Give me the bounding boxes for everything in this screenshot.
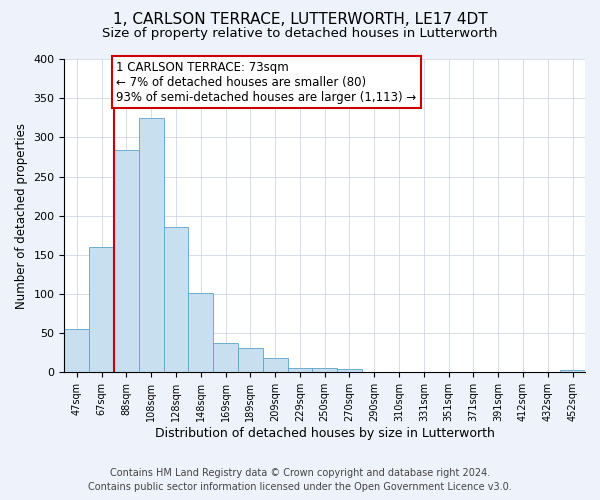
Bar bbox=[287, 368, 313, 372]
Bar bbox=[213, 344, 238, 372]
Bar bbox=[560, 370, 585, 372]
Text: Size of property relative to detached houses in Lutterworth: Size of property relative to detached ho… bbox=[102, 28, 498, 40]
X-axis label: Distribution of detached houses by size in Lutterworth: Distribution of detached houses by size … bbox=[155, 427, 494, 440]
Bar bbox=[238, 348, 263, 372]
Bar bbox=[313, 368, 337, 372]
Y-axis label: Number of detached properties: Number of detached properties bbox=[15, 122, 28, 308]
Bar bbox=[337, 369, 362, 372]
Bar bbox=[64, 330, 89, 372]
Bar bbox=[188, 293, 213, 372]
Bar bbox=[114, 150, 139, 372]
Text: 1, CARLSON TERRACE, LUTTERWORTH, LE17 4DT: 1, CARLSON TERRACE, LUTTERWORTH, LE17 4D… bbox=[113, 12, 487, 28]
Bar bbox=[139, 118, 164, 372]
Text: 1 CARLSON TERRACE: 73sqm
← 7% of detached houses are smaller (80)
93% of semi-de: 1 CARLSON TERRACE: 73sqm ← 7% of detache… bbox=[116, 60, 417, 104]
Text: Contains HM Land Registry data © Crown copyright and database right 2024.
Contai: Contains HM Land Registry data © Crown c… bbox=[88, 468, 512, 492]
Bar bbox=[89, 247, 114, 372]
Bar bbox=[164, 228, 188, 372]
Bar bbox=[263, 358, 287, 372]
